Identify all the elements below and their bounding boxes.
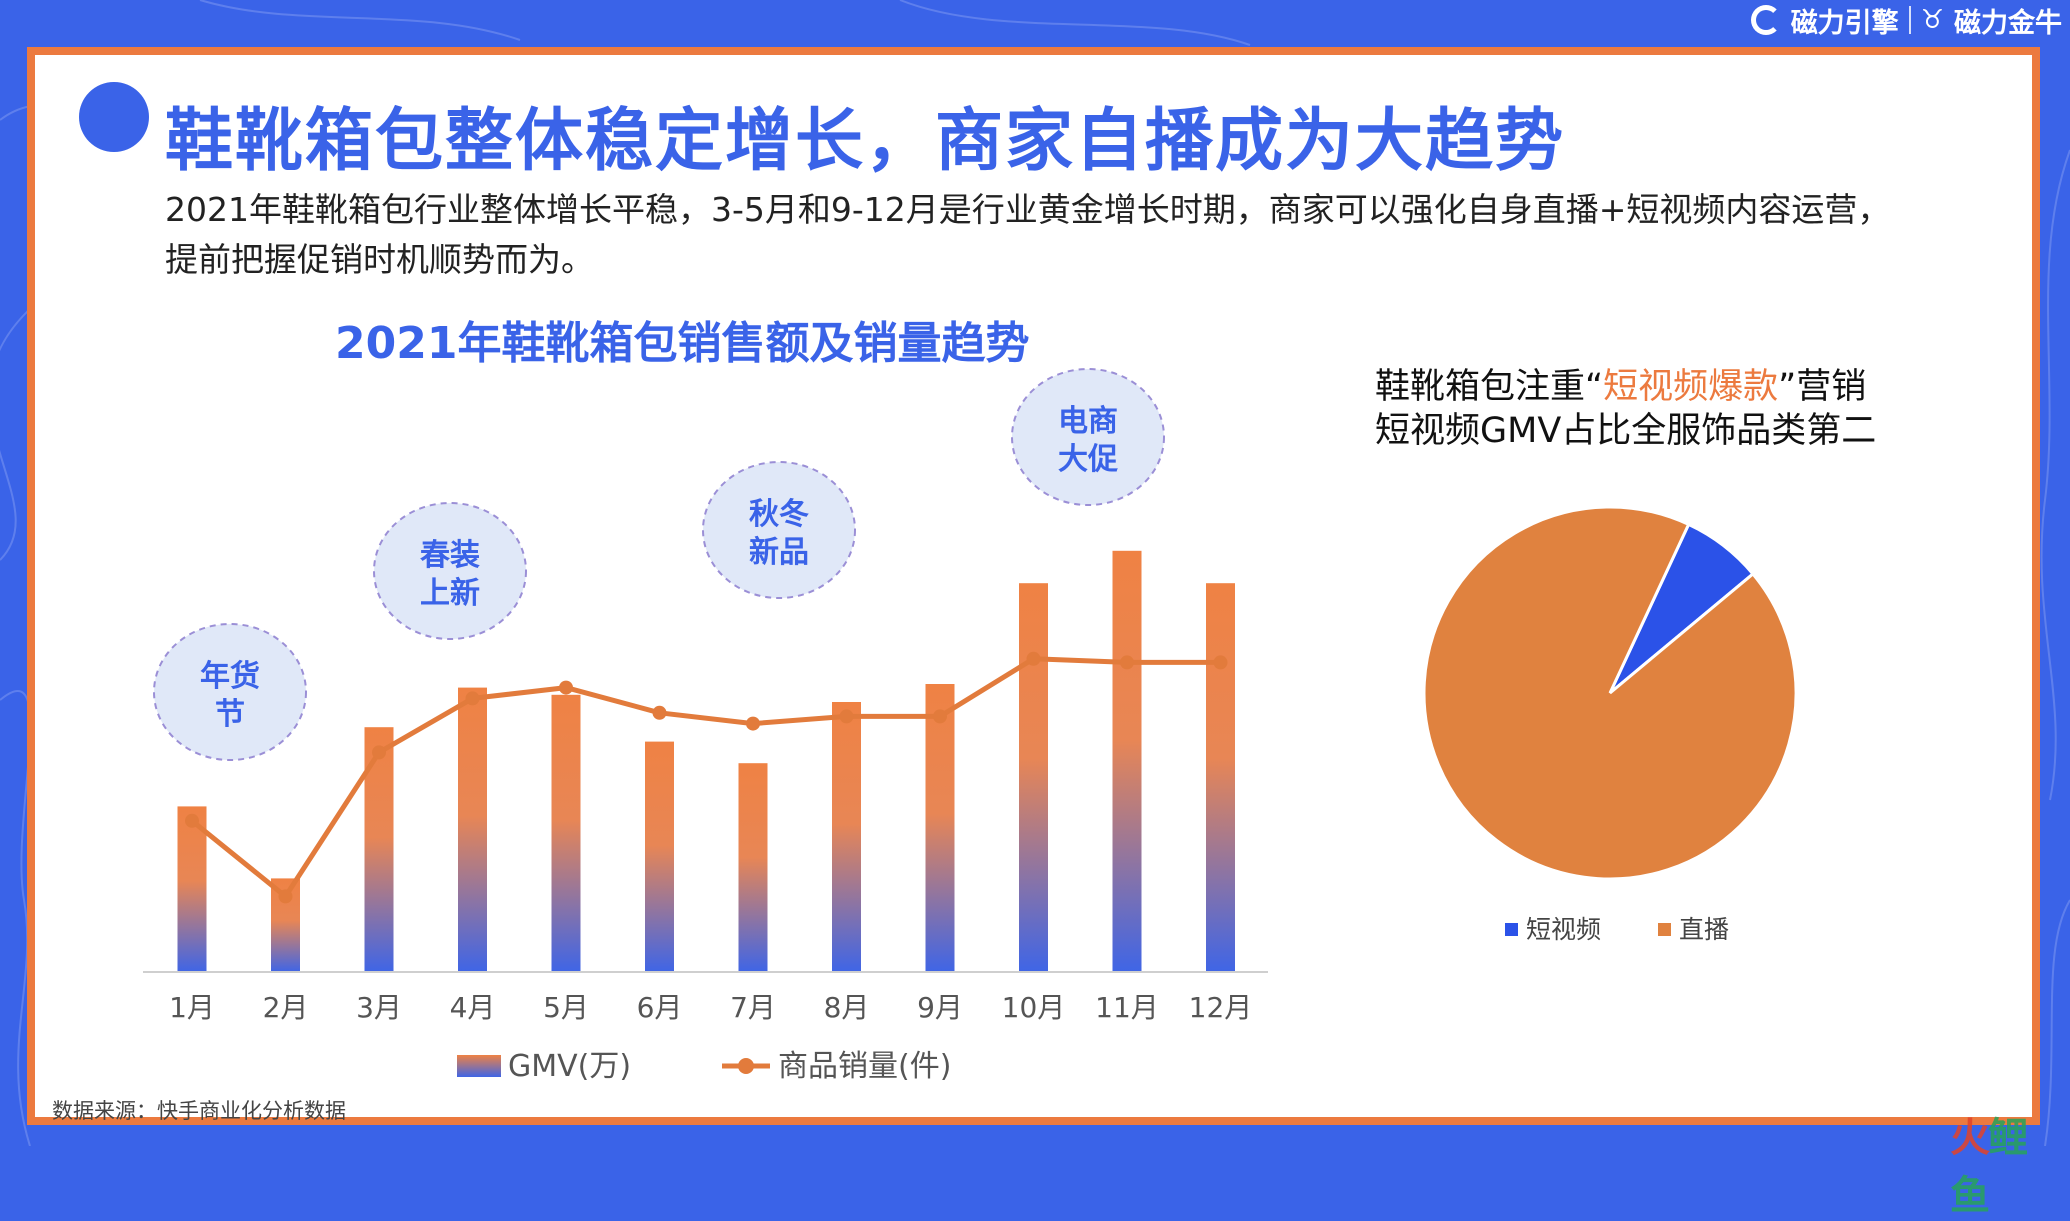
sales-point-4月 — [465, 691, 480, 706]
bar-series-gmv — [177, 550, 1235, 972]
pie-subtitle: 短视频GMV占比全服饰品类第二 — [1375, 411, 1877, 451]
x-tick-label: 9月 — [917, 991, 963, 1024]
brand-logo1-text: 磁力引擎 — [1790, 7, 1899, 39]
sales-point-2月 — [278, 889, 293, 904]
bar-8月 — [832, 702, 861, 972]
data-source-note: 数据来源：快手商业化分析数据 — [52, 1099, 346, 1123]
annotation-bubble-shape — [702, 461, 856, 599]
annotation-label-line2: 新品 — [749, 535, 809, 570]
sales-line-path — [190, 656, 1221, 899]
x-tick-label: 10月 — [1002, 991, 1066, 1024]
annotation-bubble-shape — [153, 623, 307, 761]
x-tick-label: 1月 — [169, 991, 215, 1024]
sales-point-10月 — [1026, 651, 1041, 666]
title-bullet-dot — [79, 82, 149, 152]
annotation-bubble-shape — [373, 502, 527, 640]
brand-separator — [1908, 6, 1911, 34]
bar-7月 — [738, 763, 768, 972]
sales-point-11月 — [1120, 655, 1134, 670]
legend-sales-marker — [738, 1058, 754, 1074]
x-tick-label: 12月 — [1189, 991, 1253, 1024]
sales-point-1月 — [185, 813, 199, 828]
sales-point-8月 — [839, 709, 854, 724]
chart-title: 2021年鞋靴箱包销售额及销量趋势 — [335, 318, 1030, 369]
x-tick-label: 11月 — [1095, 991, 1159, 1024]
watermark-char-c: 鱼 — [1950, 1173, 1990, 1219]
sales-point-9月 — [933, 709, 947, 724]
pie-title: 鞋靴箱包注重“短视频爆款”营销 短视频GMV占比全服饰品类第二 — [1375, 365, 1876, 453]
brand-logos: 磁力引擎 ♉ 磁力金牛 — [1750, 0, 2062, 40]
x-tick-label: 3月 — [356, 991, 402, 1024]
x-tick-label: 5月 — [543, 991, 589, 1024]
pie-chart — [1422, 505, 1798, 881]
sales-point-5月 — [559, 680, 573, 695]
x-tick-label: 7月 — [730, 991, 776, 1024]
cili-engine-logo-icon — [1750, 5, 1781, 35]
bar-12月 — [1206, 583, 1235, 972]
annotation-label-line2: 节 — [215, 697, 245, 732]
pie-legend: 短视频 直播 — [1505, 915, 1729, 944]
annotation-label-line2: 大促 — [1058, 442, 1118, 477]
brand-logo2-text: 磁力金牛 — [1954, 7, 2062, 39]
pie-title-part2: ”营销 — [1778, 367, 1867, 407]
chart-canvas: 1月 2月 3月 4月 5月 6月 7月 8月 9月 10月 11月 12月 年货节春装上新秋冬新品电… — [143, 368, 1798, 1084]
pie-legend-swatch — [1658, 923, 1671, 936]
x-tick-label: 6月 — [637, 991, 683, 1024]
x-tick-label: 4月 — [450, 991, 496, 1024]
intro-line-2: 提前把握促销时机顺势而为。 — [165, 240, 594, 279]
pie-legend-swatch — [1505, 923, 1518, 936]
slide-title: 鞋靴箱包整体稳定增长，商家自播成为大趋势 — [165, 102, 1566, 181]
annotation-label-line1: 电商 — [1058, 404, 1118, 439]
pie-title-part1: 鞋靴箱包注重“ — [1375, 367, 1604, 407]
bar-10月 — [1019, 583, 1048, 972]
legend-gmv-label: GMV(万) — [508, 1049, 631, 1084]
x-axis-labels: 1月 2月 3月 4月 5月 6月 7月 8月 9月 10月 11月 12月 — [169, 991, 1252, 1024]
bar-5月 — [551, 694, 581, 972]
chart-legend: GMV(万) 商品销量(件) — [457, 1049, 951, 1084]
legend-sales-label: 商品销量(件) — [778, 1049, 951, 1084]
annotation-bubble-shape — [1011, 368, 1165, 506]
pie-title-highlight: 短视频爆款 — [1603, 367, 1779, 407]
bar-6月 — [645, 741, 674, 972]
annotation-label-line1: 秋冬 — [749, 497, 809, 532]
bar-11月 — [1112, 550, 1142, 972]
bar-9月 — [925, 684, 955, 972]
bar-1月 — [177, 806, 207, 972]
bar-4月 — [458, 687, 487, 972]
sales-point-3月 — [372, 745, 386, 760]
annotation-label-line1: 春装 — [420, 538, 480, 573]
x-tick-label: 2月 — [263, 991, 309, 1024]
pie-slice-直播 — [1422, 505, 1798, 881]
x-tick-label: 8月 — [824, 991, 870, 1024]
sales-point-6月 — [652, 705, 667, 720]
line-series-sales — [185, 651, 1228, 904]
legend-gmv-swatch — [457, 1055, 501, 1077]
annotation-bubble: 年货节 — [153, 623, 307, 761]
intro-paragraph: 2021年鞋靴箱包行业整体增长平稳，3-5月和9-12月是行业黄金增长时期，商家… — [165, 185, 2015, 285]
sales-point-12月 — [1213, 655, 1228, 670]
annotation-label-line2: 上新 — [420, 576, 480, 611]
bull-logo-icon: ♉ — [1920, 5, 1944, 35]
intro-line-1: 2021年鞋靴箱包行业整体增长平稳，3-5月和9-12月是行业黄金增长时期，商家… — [165, 190, 1891, 229]
sales-point-7月 — [746, 716, 760, 731]
annotation-label-line1: 年货 — [200, 659, 260, 694]
pie-legend-label: 短视频 — [1526, 915, 1601, 944]
pie-legend-label: 直播 — [1679, 915, 1729, 944]
